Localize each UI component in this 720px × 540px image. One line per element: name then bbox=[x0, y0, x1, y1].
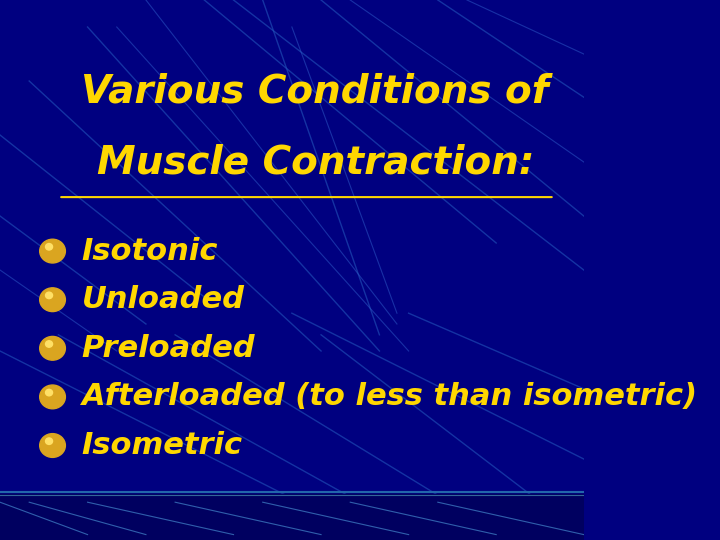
Bar bbox=[0, 494, 584, 540]
Text: Muscle Contraction:: Muscle Contraction: bbox=[96, 143, 534, 181]
Circle shape bbox=[40, 336, 66, 360]
Text: Unloaded: Unloaded bbox=[82, 285, 245, 314]
Text: Various Conditions of: Various Conditions of bbox=[81, 73, 549, 111]
Circle shape bbox=[45, 389, 53, 396]
Text: Isometric: Isometric bbox=[82, 431, 243, 460]
Circle shape bbox=[45, 341, 53, 347]
Text: Isotonic: Isotonic bbox=[82, 237, 218, 266]
Circle shape bbox=[40, 385, 66, 409]
Circle shape bbox=[40, 434, 66, 457]
Circle shape bbox=[45, 438, 53, 444]
Circle shape bbox=[45, 244, 53, 250]
Circle shape bbox=[40, 239, 66, 263]
Circle shape bbox=[45, 292, 53, 299]
Text: Preloaded: Preloaded bbox=[82, 334, 256, 363]
Circle shape bbox=[40, 288, 66, 312]
Text: Afterloaded (to less than isometric): Afterloaded (to less than isometric) bbox=[82, 382, 698, 411]
